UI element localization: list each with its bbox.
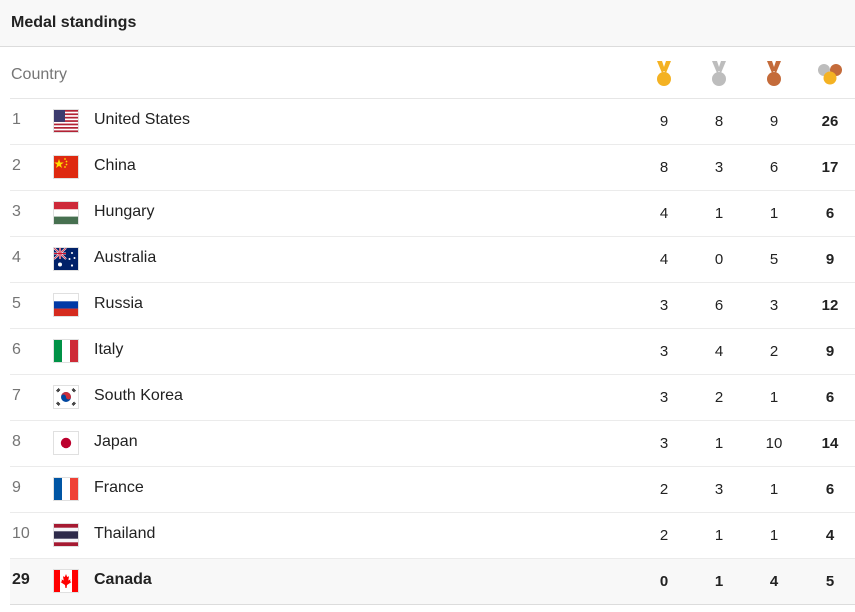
rank-cell: 3 <box>12 203 21 220</box>
table-row[interactable]: 8 Japan 3 1 10 14 <box>10 421 855 467</box>
bronze-count: 5 <box>769 251 779 268</box>
flag-ca-icon <box>54 570 78 592</box>
flag-ru-icon <box>54 294 78 316</box>
country-name: Hungary <box>94 203 155 220</box>
gold-count: 4 <box>659 251 669 268</box>
table-row[interactable]: 1 United States 9 8 9 26 <box>10 99 855 145</box>
gold-count: 8 <box>659 159 669 176</box>
title-bar: Medal standings <box>0 0 855 47</box>
rank-cell: 5 <box>12 295 21 312</box>
total-count: 17 <box>821 159 839 176</box>
bronze-count: 1 <box>769 389 779 406</box>
gold-count: 3 <box>659 343 669 360</box>
country-name: Thailand <box>94 525 156 542</box>
flag-au-icon <box>54 248 78 270</box>
flag-th-icon <box>54 524 78 546</box>
table-row[interactable]: 2 China 8 3 6 17 <box>10 145 855 191</box>
gold-count: 4 <box>659 205 669 222</box>
silver-count: 1 <box>714 435 724 452</box>
total-medals-icon <box>818 64 842 85</box>
country-name: Italy <box>94 341 124 358</box>
country-name: United States <box>94 111 191 128</box>
silver-count: 6 <box>714 297 724 314</box>
total-count: 6 <box>825 389 835 406</box>
table-row[interactable]: 9 France 2 3 1 6 <box>10 467 855 513</box>
silver-medal-icon <box>712 61 726 86</box>
gold-count: 2 <box>659 481 669 498</box>
rank-cell: 10 <box>12 525 30 542</box>
gold-count: 3 <box>659 435 669 452</box>
flag-hu-icon <box>54 202 78 224</box>
total-count: 9 <box>825 251 835 268</box>
table-row[interactable]: 6 Italy 3 4 2 9 <box>10 329 855 375</box>
country-name: Australia <box>94 249 157 266</box>
rank-cell: 7 <box>12 387 21 404</box>
country-name: China <box>94 157 136 174</box>
bronze-count: 6 <box>769 159 779 176</box>
bronze-count: 1 <box>769 527 779 544</box>
bronze-medal-icon <box>767 61 781 86</box>
silver-count: 3 <box>714 481 724 498</box>
flag-cn-icon <box>54 156 78 178</box>
bronze-count: 4 <box>769 573 779 590</box>
silver-count: 1 <box>714 527 724 544</box>
rank-cell: 6 <box>12 341 21 358</box>
total-count: 9 <box>825 343 835 360</box>
gold-count: 3 <box>659 389 669 406</box>
table-header: Country <box>10 48 855 99</box>
bronze-count: 3 <box>769 297 779 314</box>
page-title: Medal standings <box>11 14 137 31</box>
bronze-count: 9 <box>769 113 779 130</box>
silver-count: 3 <box>714 159 724 176</box>
flag-fr-icon <box>54 478 78 500</box>
flag-us-icon <box>54 110 78 132</box>
country-name: Canada <box>94 571 152 588</box>
silver-count: 0 <box>714 251 724 268</box>
rank-cell: 9 <box>12 479 21 496</box>
country-column-header: Country <box>11 66 68 83</box>
gold-count: 2 <box>659 527 669 544</box>
gold-count: 0 <box>659 573 669 590</box>
silver-count: 4 <box>714 343 724 360</box>
table-row[interactable]: 5 Russia 3 6 3 12 <box>10 283 855 329</box>
total-count: 6 <box>825 481 835 498</box>
country-name: South Korea <box>94 387 183 404</box>
gold-count: 9 <box>659 113 669 130</box>
table-row[interactable]: 4 Australia 4 0 5 9 <box>10 237 855 283</box>
flag-jp-icon <box>54 432 78 454</box>
table-row[interactable]: 7 South Korea 3 2 1 6 <box>10 375 855 421</box>
rank-cell: 8 <box>12 433 21 450</box>
table-row[interactable]: 10 Thailand 2 1 1 4 <box>10 513 855 559</box>
total-count: 5 <box>825 573 835 590</box>
table-row[interactable]: 3 Hungary 4 1 1 6 <box>10 191 855 237</box>
flag-kr-icon <box>54 386 78 408</box>
country-name: France <box>94 479 144 496</box>
gold-medal-icon <box>657 61 671 86</box>
bronze-count: 1 <box>769 481 779 498</box>
medal-table: 1 United States 9 8 9 26 2 China 8 3 6 17 3 Hungary 4 1… <box>10 99 855 605</box>
bronze-count: 10 <box>765 435 783 452</box>
table-row[interactable]: 29 Canada 0 1 4 5 <box>10 559 855 605</box>
total-count: 4 <box>825 527 835 544</box>
rank-cell: 29 <box>12 571 30 588</box>
bronze-count: 1 <box>769 205 779 222</box>
total-count: 14 <box>821 435 839 452</box>
total-count: 6 <box>825 205 835 222</box>
flag-it-icon <box>54 340 78 362</box>
country-name: Russia <box>94 295 143 312</box>
silver-count: 2 <box>714 389 724 406</box>
rank-cell: 1 <box>12 111 21 128</box>
silver-count: 8 <box>714 113 724 130</box>
rank-cell: 2 <box>12 157 21 174</box>
gold-count: 3 <box>659 297 669 314</box>
bronze-count: 2 <box>769 343 779 360</box>
country-name: Japan <box>94 433 138 450</box>
total-count: 12 <box>821 297 839 314</box>
total-count: 26 <box>821 113 839 130</box>
rank-cell: 4 <box>12 249 21 266</box>
silver-count: 1 <box>714 573 724 590</box>
silver-count: 1 <box>714 205 724 222</box>
